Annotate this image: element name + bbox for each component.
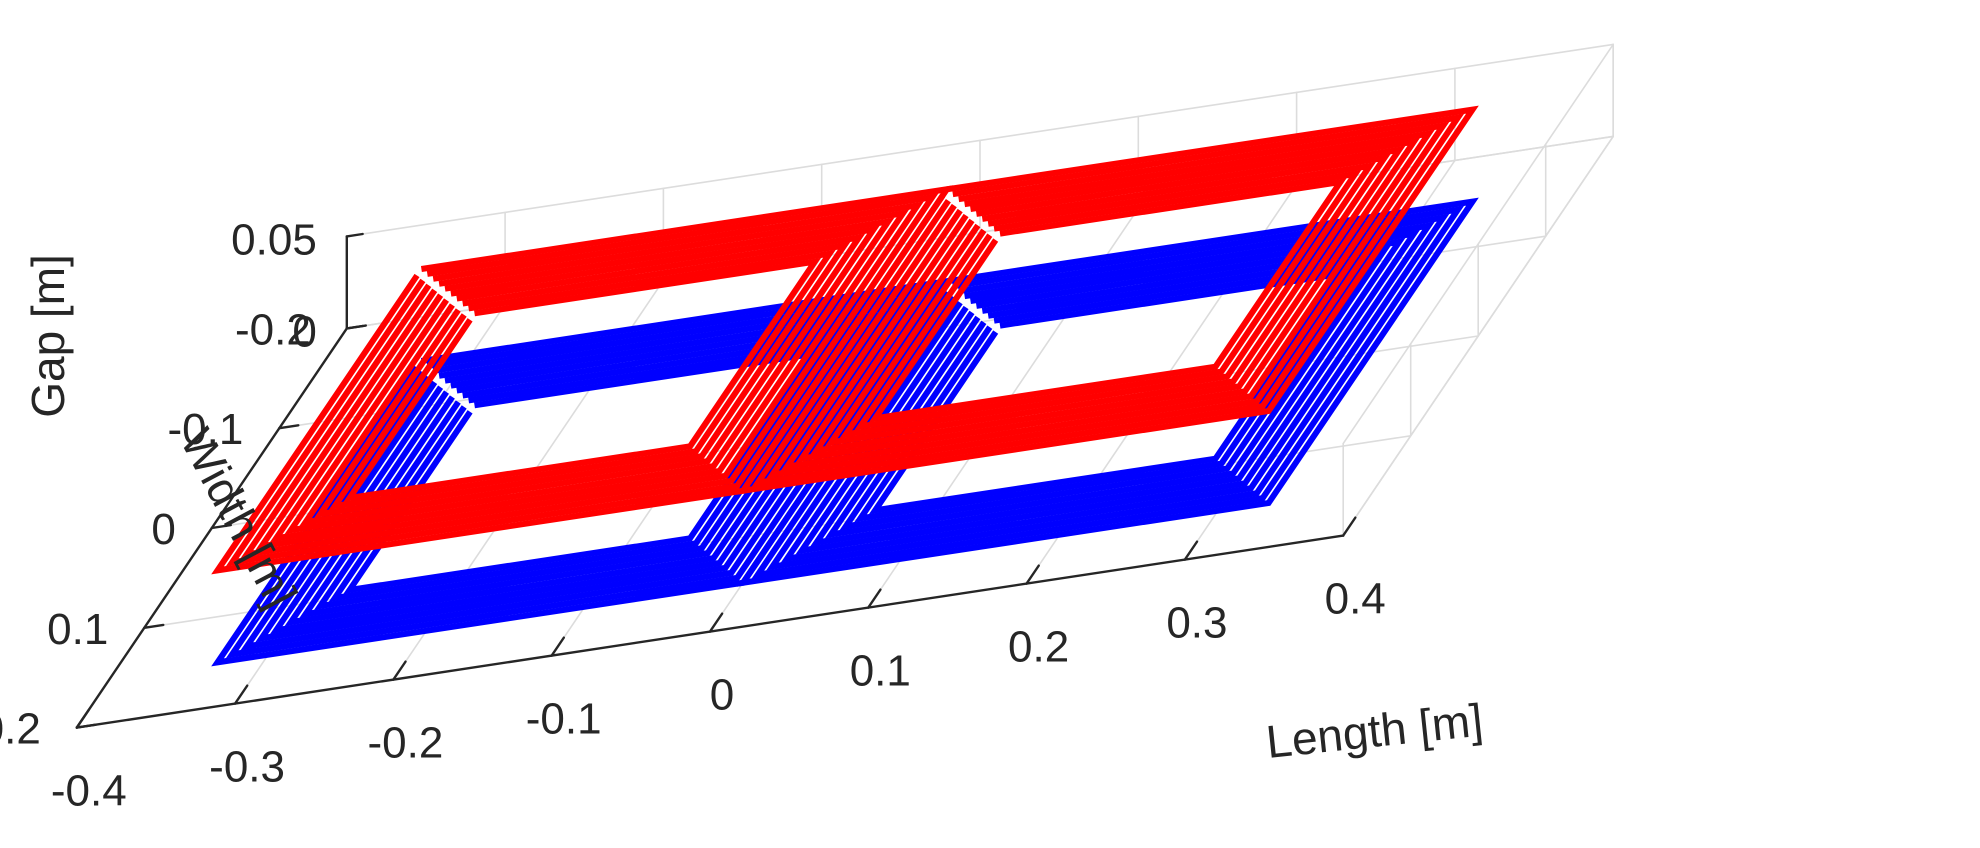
series-1-pad-0-turn-5	[284, 225, 880, 535]
y-tick-label-1: -0.1	[167, 405, 243, 454]
series-0-pad-1-turn-0	[736, 197, 1479, 587]
y-tick-label-3: 0.1	[47, 605, 108, 654]
y-tick-1	[278, 424, 300, 430]
series-1-pad-1-turn-5	[810, 145, 1406, 455]
series-1-pad-0-turn-2	[240, 201, 924, 559]
series-1-pad-1-turn-3	[780, 129, 1435, 471]
series-1-pad-1-turn-0	[736, 105, 1479, 495]
x-tick-7	[1183, 540, 1199, 561]
grid-line-sidewall-z-0	[1342, 135, 1614, 537]
x-tick-1	[233, 684, 249, 705]
z-tick-0	[345, 324, 364, 330]
series-1-pad-0-turn-1	[225, 193, 939, 567]
x-tick-label-6: 0.2	[1008, 623, 1069, 672]
z-tick-1	[345, 232, 364, 238]
series-1-pad-1-turn-9	[868, 178, 1347, 423]
x-tick-3	[550, 636, 566, 657]
x-tick-4	[708, 612, 724, 633]
x-tick-label-4: 0	[710, 671, 734, 720]
x-tick-5	[867, 588, 882, 609]
z-tick-label-1: 0.05	[231, 215, 317, 264]
x-tick-label-8: 0.4	[1325, 575, 1386, 624]
x-tick-label-3: -0.1	[526, 695, 602, 744]
series-1-pad-0-turn-6	[299, 233, 866, 527]
series-1-pad-1-turn-6	[824, 153, 1391, 447]
z-tick-label-0: 0	[292, 307, 316, 356]
series-1-pad-1-turn-7	[839, 162, 1377, 439]
y-tick-label-4: 0.2	[0, 705, 41, 754]
series-1-pad-1	[736, 105, 1479, 495]
x-tick-label-0: -0.4	[51, 767, 127, 816]
series-1-pad-0-turn-9	[343, 257, 822, 502]
x-tick-label-1: -0.3	[209, 743, 285, 792]
series-1-pad-1-turn-8	[854, 170, 1362, 431]
series-layer	[211, 105, 1479, 667]
series-1-pad-1-turn-1	[751, 113, 1465, 487]
y-tick-label-2: 0	[151, 505, 175, 554]
grid-line-backwall-z-1	[345, 43, 1614, 238]
x-tick-6	[1025, 564, 1040, 585]
x-tick-label-2: -0.2	[367, 719, 443, 768]
x-tick-0	[75, 708, 91, 729]
x-axis-title: Length [m]	[1264, 694, 1486, 768]
grid-line-sidewall-z-1	[1342, 43, 1614, 445]
series-1-pad-0-turn-3	[255, 209, 910, 551]
x-tick-2	[392, 660, 407, 681]
y-tick-3	[143, 623, 165, 629]
z-axis-title: Gap [m]	[22, 254, 74, 418]
series-1-pad-1-turn-4	[795, 137, 1421, 463]
x-tick-label-5: 0.1	[850, 647, 911, 696]
x-tick-8	[1341, 516, 1357, 537]
x-tick-label-7: 0.3	[1166, 599, 1227, 648]
series-1-pad-1-turn-2	[766, 121, 1450, 479]
series-1-pad-0-turn-4	[269, 217, 895, 543]
y-tick-4	[75, 723, 97, 729]
axes-layer	[75, 232, 1357, 729]
series-1-pad-0	[211, 185, 954, 575]
y-tick-label-0: -0.2	[235, 305, 311, 354]
series-1-pad-0-turn-7	[313, 241, 851, 518]
series-1-pad-0-turn-8	[328, 249, 836, 510]
y-tick-2	[210, 523, 232, 530]
